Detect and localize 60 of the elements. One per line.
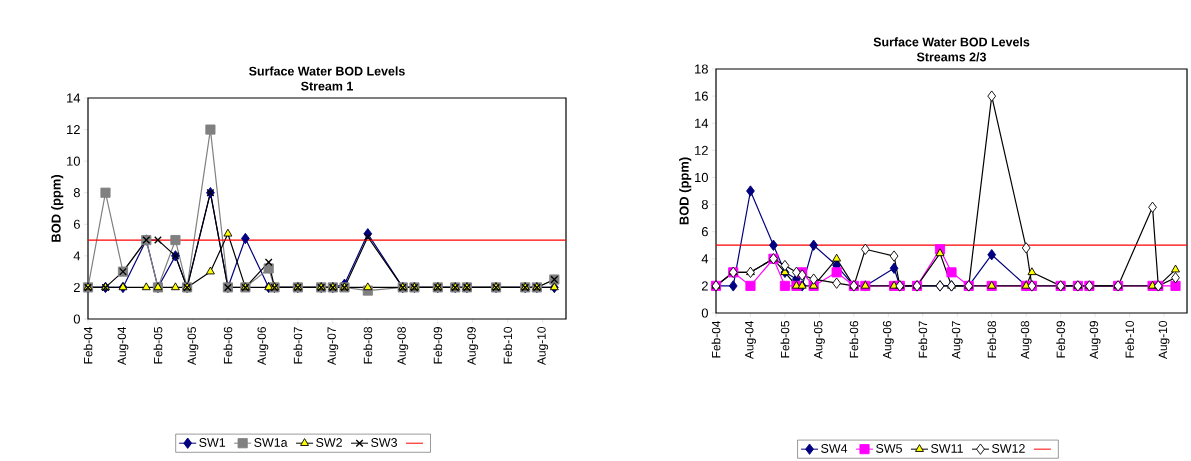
- x-tick-label: Feb-05: [153, 327, 163, 364]
- y-tick-label: 16: [695, 91, 708, 101]
- legend-label: SW4: [821, 444, 848, 453]
- x-tick-label: Feb-07: [293, 327, 303, 364]
- x-tick-label: Aug-08: [1020, 321, 1032, 360]
- y-tick-label: 10: [67, 156, 80, 166]
- x-tick-label: Aug-05: [813, 321, 825, 360]
- x-tick-label: Feb-06: [223, 327, 233, 364]
- chart-title: Surface Water BOD Levels: [873, 37, 1030, 47]
- legend-label: SW1a: [254, 438, 288, 447]
- x-tick-label: Feb-09: [433, 327, 443, 364]
- y-tick-label: 0: [701, 308, 708, 318]
- y-tick-label: 6: [701, 227, 708, 237]
- x-tick-label: Feb-08: [363, 327, 373, 364]
- y-tick-label: 6: [73, 219, 80, 229]
- x-tick-label: Feb-05: [780, 321, 790, 358]
- legend-label: SW1: [199, 438, 226, 447]
- y-axis-title: BOD (ppm): [679, 157, 692, 225]
- x-tick-label: Aug-04: [745, 320, 756, 360]
- x-tick-label: Feb-04: [711, 320, 721, 358]
- y-tick-label: 2: [701, 281, 708, 291]
- x-tick-label: Aug-08: [397, 327, 409, 366]
- x-tick-label: Feb-08: [987, 321, 997, 358]
- x-tick-label: Feb-06: [849, 321, 859, 358]
- x-tick-label: Feb-04: [83, 326, 93, 364]
- legend-label: SW5: [876, 444, 902, 453]
- x-tick-label: Feb-10: [503, 326, 513, 364]
- x-tick-label: Aug-07: [327, 327, 339, 366]
- x-tick-label: Aug-04: [117, 326, 129, 366]
- y-tick-label: 8: [73, 188, 80, 198]
- y-tick-label: 0: [73, 314, 80, 324]
- y-tick-label: 18: [695, 64, 708, 74]
- chart-subtitle: Streams 2/3: [916, 52, 986, 62]
- y-tick-label: 4: [701, 254, 709, 264]
- y-axis-title: BOD (ppm): [51, 174, 64, 242]
- legend-label: SW11: [931, 444, 963, 453]
- x-tick-label: Aug-10: [537, 326, 549, 366]
- y-tick-label: 12: [695, 145, 708, 155]
- x-tick-label: Aug-09: [467, 327, 479, 366]
- y-tick-label: 14: [67, 93, 81, 103]
- x-tick-label: Aug-09: [1089, 321, 1101, 360]
- y-tick-label: 8: [701, 199, 708, 210]
- legend-label: SW2: [316, 438, 342, 447]
- legend-label: SW3: [371, 438, 397, 447]
- y-tick-label: 14: [695, 118, 709, 128]
- y-tick-label: 4: [73, 251, 81, 261]
- x-tick-label: Aug-05: [187, 327, 199, 366]
- x-tick-label: Feb-07: [918, 321, 928, 358]
- legend-label: SW12: [992, 444, 1025, 453]
- x-tick-label: Aug-06: [257, 327, 269, 366]
- chart-title: Surface Water BOD Levels: [249, 66, 405, 76]
- y-tick-label: 12: [67, 125, 80, 135]
- x-tick-label: Aug-10: [1158, 320, 1170, 360]
- y-tick-label: 2: [73, 282, 80, 292]
- x-tick-label: Aug-06: [882, 321, 894, 360]
- chart-subtitle: Stream 1: [301, 81, 353, 91]
- y-tick-label: 10: [695, 172, 708, 183]
- x-tick-label: Feb-09: [1056, 321, 1066, 358]
- x-tick-label: Aug-07: [951, 321, 963, 360]
- x-tick-label: Feb-10: [1125, 320, 1134, 358]
